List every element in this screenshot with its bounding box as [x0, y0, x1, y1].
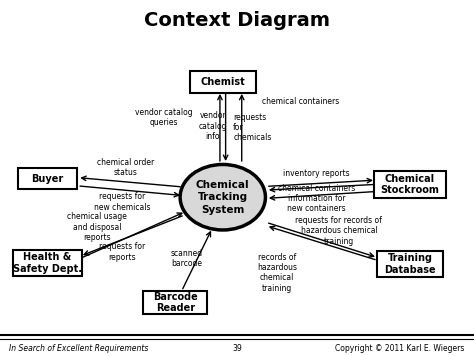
Text: requests for records of
hazardous chemical
training: requests for records of hazardous chemic… — [295, 216, 383, 246]
Text: Chemical
Tracking
System: Chemical Tracking System — [196, 180, 250, 215]
Text: vendor catalog
queries: vendor catalog queries — [135, 108, 192, 127]
Text: Health &
Safety Dept.: Health & Safety Dept. — [13, 252, 82, 273]
FancyBboxPatch shape — [377, 251, 443, 277]
Text: chemical usage
and disposal
reports: chemical usage and disposal reports — [67, 212, 127, 242]
Text: 39: 39 — [232, 344, 242, 353]
Text: Training
Database: Training Database — [384, 253, 436, 275]
Text: Barcode
Reader: Barcode Reader — [153, 292, 198, 313]
Text: In Search of Excellent Requirements: In Search of Excellent Requirements — [9, 344, 149, 353]
Text: chemical order
status: chemical order status — [97, 158, 154, 177]
Text: requests for
reports: requests for reports — [99, 242, 145, 262]
FancyBboxPatch shape — [374, 171, 446, 198]
Text: vendor
catalog
info: vendor catalog info — [199, 111, 227, 141]
Text: inventory reports: inventory reports — [283, 168, 350, 178]
FancyBboxPatch shape — [13, 250, 82, 276]
Text: requests
for
chemicals: requests for chemicals — [233, 112, 272, 142]
Text: information for
new containers: information for new containers — [287, 194, 346, 214]
Ellipse shape — [180, 164, 265, 230]
Text: Context Diagram: Context Diagram — [144, 11, 330, 30]
Text: chemical containers: chemical containers — [278, 184, 355, 193]
Text: Chemical
Stockroom: Chemical Stockroom — [381, 174, 439, 195]
Text: chemical containers: chemical containers — [263, 97, 339, 106]
Text: Copyright © 2011 Karl E. Wiegers: Copyright © 2011 Karl E. Wiegers — [335, 344, 465, 353]
FancyBboxPatch shape — [143, 291, 207, 314]
Text: scanned
barcode: scanned barcode — [170, 249, 202, 268]
Text: requests for
new chemicals: requests for new chemicals — [94, 192, 151, 212]
Text: Chemist: Chemist — [201, 77, 245, 87]
Text: records of
hazardous
chemical
training: records of hazardous chemical training — [257, 253, 297, 293]
FancyBboxPatch shape — [18, 168, 77, 189]
Text: Buyer: Buyer — [31, 174, 64, 184]
FancyBboxPatch shape — [190, 71, 256, 93]
